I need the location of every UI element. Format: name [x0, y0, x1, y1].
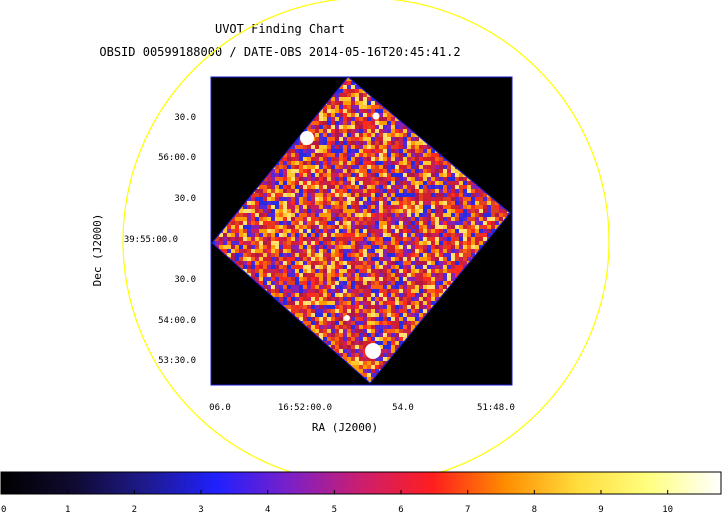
y-tick-label: 56:00.0 — [158, 153, 196, 163]
x-tick-label: 54.0 — [392, 403, 414, 413]
colorbar-tick-label: 7 — [465, 505, 470, 514]
bright-source-1 — [300, 131, 314, 145]
y-tick-label: 30.0 — [174, 194, 196, 204]
bright-source-4 — [344, 315, 350, 321]
colorbar-tick-label: 6 — [398, 505, 403, 514]
x-tick-labels: 06.0 16:52:00.0 54.0 51:48.0 — [209, 403, 515, 413]
x-tick-label: 51:48.0 — [477, 403, 515, 413]
y-tick-labels: 30.0 56:00.0 30.0 39:55:00.0 30.0 54:00.… — [124, 113, 196, 366]
colorbar-tick-label: 1 — [65, 505, 70, 514]
bright-source-2 — [372, 112, 380, 120]
y-axis-label: Dec (J2000) — [91, 214, 104, 287]
y-tick-label: 30.0 — [174, 275, 196, 285]
x-tick-label: 16:52:00.0 — [278, 403, 332, 413]
colorbar-tick-label: 2 — [132, 505, 137, 514]
colorbar — [0, 471, 722, 495]
colorbar-tick-label: 3 — [198, 505, 203, 514]
colorbar-tick-label: 10 — [662, 505, 673, 514]
chart-subtitle: OBSID 00599188000 / DATE-OBS 2014-05-16T… — [99, 45, 461, 59]
bright-sources — [300, 112, 381, 359]
colorbar-tick-label: 8 — [532, 505, 537, 514]
colorbar-tick-label: 4 — [265, 505, 270, 514]
colorbar-tick-label: 9 — [598, 505, 603, 514]
exposure-outline — [211, 76, 511, 384]
y-tick-label: 54:00.0 — [158, 316, 196, 326]
x-axis-label: RA (J2000) — [312, 421, 378, 434]
y-tick-label: 30.0 — [174, 113, 196, 123]
colorbar-tick-label: 0 — [1, 505, 6, 514]
x-tick-label: 06.0 — [209, 403, 231, 413]
y-tick-label: 53:30.0 — [158, 356, 196, 366]
bright-source-3 — [365, 343, 381, 359]
colorbar-ticks: 0 1 2 3 4 5 6 7 8 9 10 — [0, 490, 673, 514]
chart-title: UVOT Finding Chart — [214, 22, 346, 36]
colorbar-tick-label: 5 — [332, 505, 337, 514]
y-tick-label: 39:55:00.0 — [124, 235, 178, 245]
